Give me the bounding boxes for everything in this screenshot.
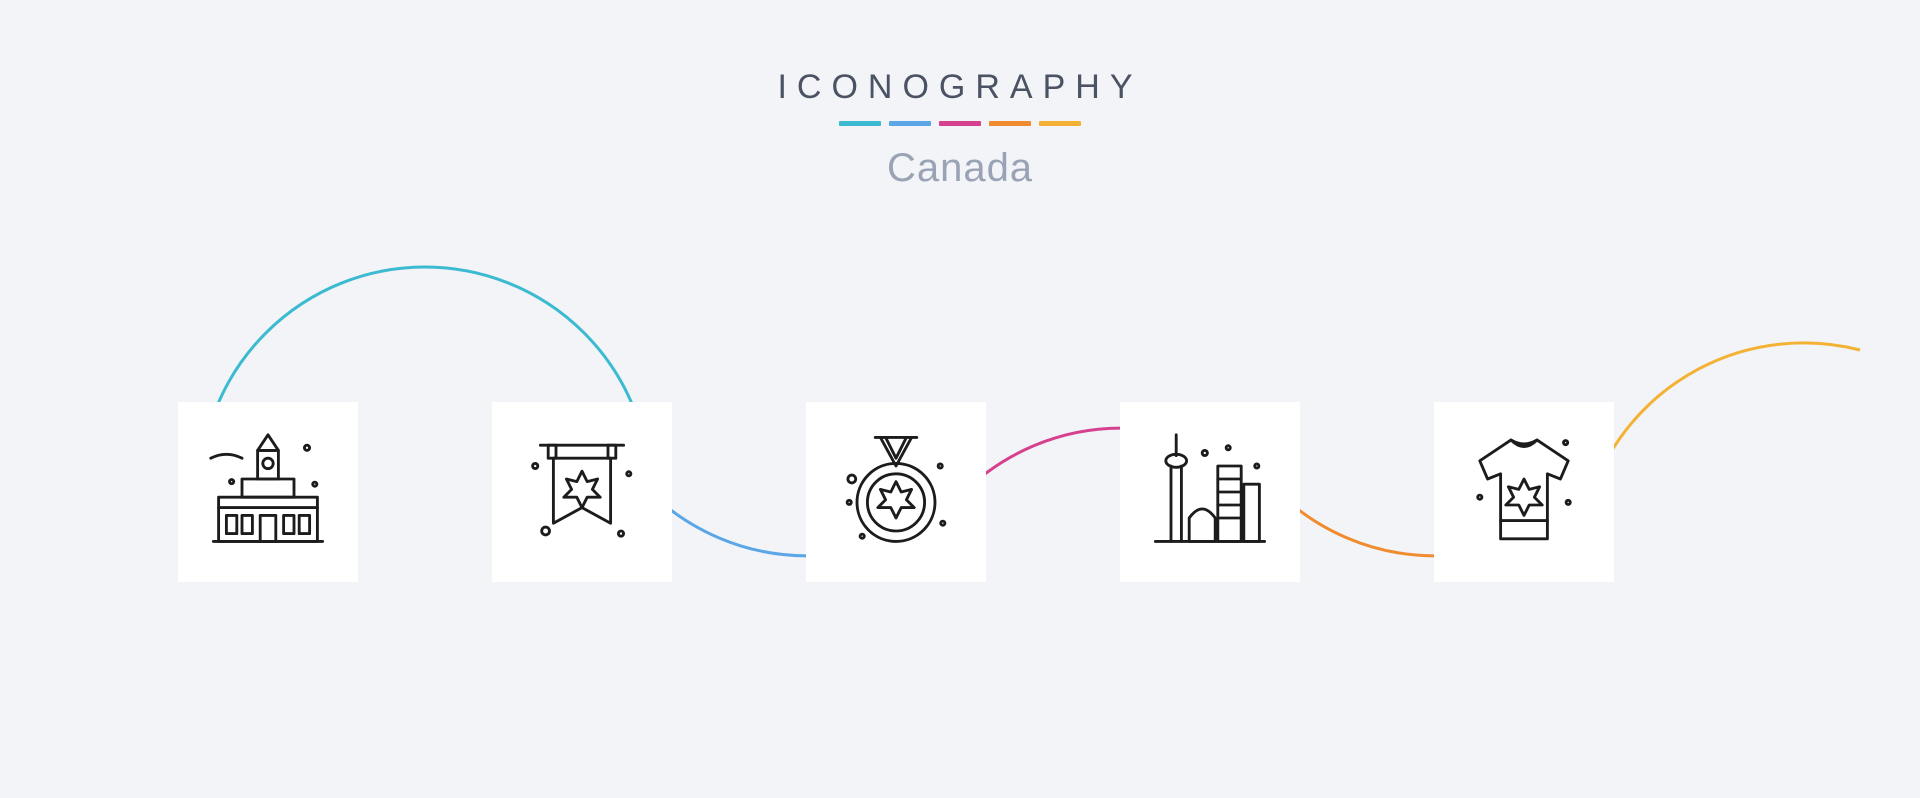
icon-card (1120, 402, 1300, 582)
leaf-pennant-icon (517, 427, 647, 557)
toronto-skyline-icon (1145, 427, 1275, 557)
icon-card (178, 402, 358, 582)
maple-medal-icon (831, 427, 961, 557)
hockey-jersey-icon (1459, 427, 1589, 557)
wave-connectors (0, 0, 1920, 798)
icon-card (492, 402, 672, 582)
parliament-building-icon (203, 427, 333, 557)
icon-card (1434, 402, 1614, 582)
icon-card (806, 402, 986, 582)
icon-stage (0, 0, 1920, 798)
